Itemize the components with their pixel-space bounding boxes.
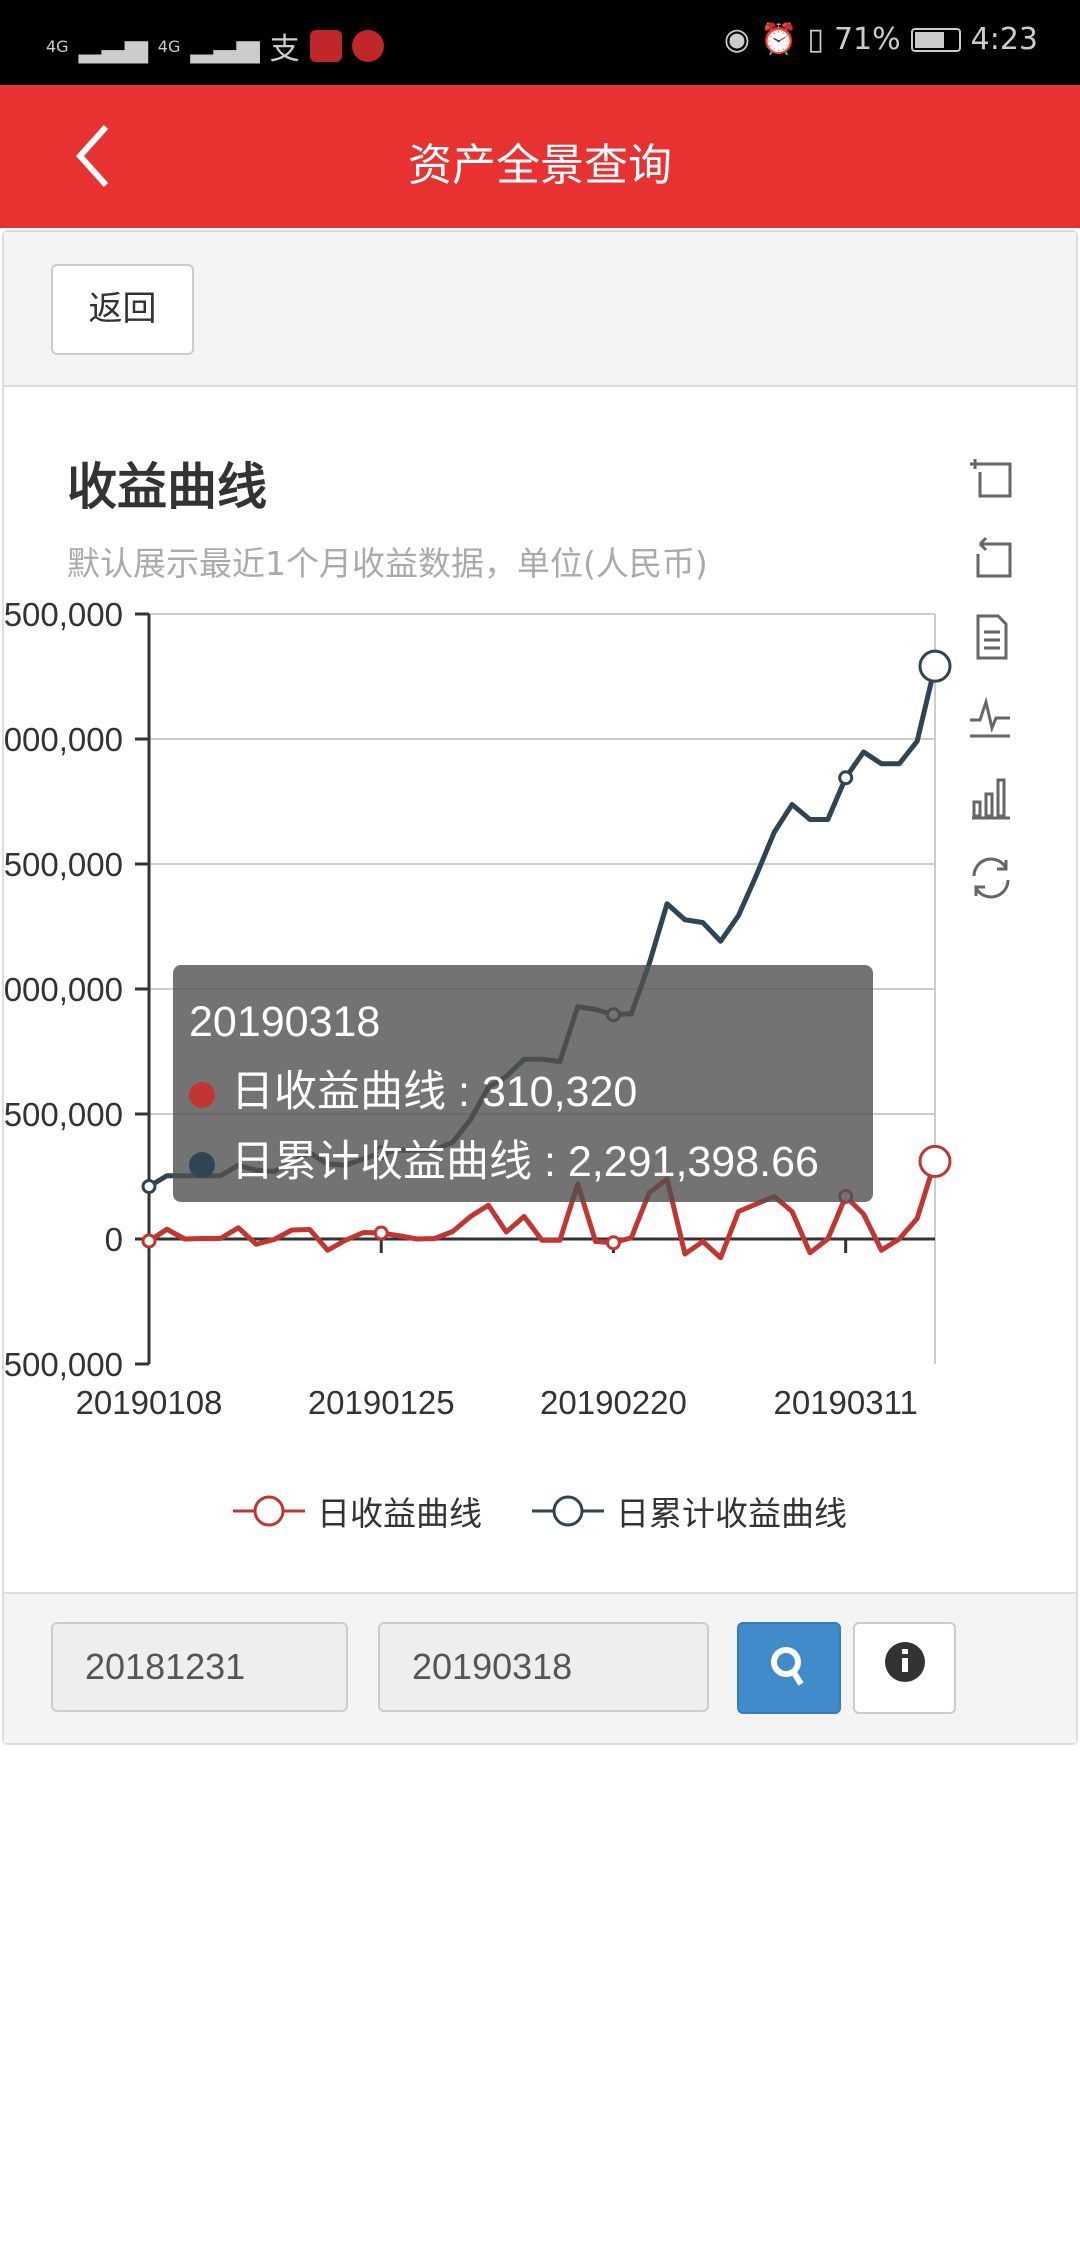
signal-icon: 4G [46, 36, 69, 56]
data-point [918, 1144, 952, 1178]
x-tick-label: 20190220 [540, 1384, 687, 1421]
y-tick-label: 1,000,000 [2, 971, 123, 1008]
data-point [373, 1225, 389, 1241]
bar-chart-icon[interactable] [966, 772, 1016, 852]
back-arrow-icon[interactable] [70, 121, 130, 191]
search-icon [771, 1647, 804, 1686]
battery-icon [910, 27, 961, 52]
chart-subtitle: 默认展示最近1个月收益数据，单位(人民币) [67, 544, 708, 583]
series-line-0 [147, 1160, 938, 1261]
status-bar: 4G ▂▃▅ 4G ▂▃▅ 支 ◉ ⏰ ▯ 71% 4:23 [0, 0, 1080, 85]
alarm-icon: ⏰ [760, 22, 798, 57]
app-notification-icon [351, 30, 384, 62]
signal-bars-icon: ▂▃▅ [190, 28, 260, 64]
top-toolbar: 返回 [4, 232, 1076, 387]
legend-label: 日累计收益曲线 [616, 1494, 847, 1533]
data-point [838, 770, 854, 786]
data-point [605, 1235, 621, 1251]
return-button[interactable]: 返回 [51, 264, 194, 355]
legend-label: 日收益曲线 [317, 1494, 482, 1533]
info-button[interactable] [853, 1622, 956, 1714]
y-tick-label: 500,000 [4, 1096, 123, 1133]
app-header: 资产全景查询 [0, 85, 1080, 228]
clock: 4:23 [970, 22, 1038, 57]
y-tick-label: 2,000,000 [2, 721, 123, 758]
legend-item-cumulative[interactable]: 日累计收益曲线 [532, 1487, 847, 1535]
legend-item-daily[interactable]: 日收益曲线 [233, 1487, 482, 1535]
series-dot-cumulative [189, 1151, 215, 1178]
data-view-icon[interactable] [966, 612, 1016, 692]
restore-icon[interactable] [966, 852, 1016, 932]
x-tick-label: 20190125 [308, 1384, 455, 1421]
signal-bars-icon: ▂▃▅ [78, 28, 148, 64]
data-point [141, 1179, 157, 1194]
line-chart-icon[interactable] [966, 692, 1016, 772]
data-point [141, 1233, 157, 1249]
asset-panel: 返回 收益曲线 默认展示最近1个月收益数据，单位(人民币) -500,000 0 5… [2, 230, 1078, 1745]
income-chart: -500,000 0 500,000 1,000,000 1,500,000 2,000,… [2, 596, 952, 1421]
y-tick-label: 0 [105, 1221, 123, 1258]
y-tick-label: -500,000 [2, 1346, 123, 1383]
tooltip-daily-value: 日收益曲线 : 310,320 [231, 1068, 638, 1116]
app-notification-icon [309, 30, 342, 62]
chart-legend: 日收益曲线 日累计收益曲线 [4, 1487, 1076, 1535]
x-tick-label: 20190311 [773, 1384, 917, 1421]
end-date-input[interactable]: 20190318 [378, 1622, 709, 1712]
chart-toolbox [966, 452, 1016, 932]
series-dot-daily [189, 1081, 215, 1108]
y-tick-label: 2,500,000 [2, 596, 123, 633]
zoom-icon[interactable] [966, 452, 1016, 532]
chart-title: 收益曲线 [67, 458, 267, 516]
alipay-icon: 支 [269, 32, 300, 67]
eye-comfort-icon: ◉ [723, 22, 751, 57]
battery-percent: 71% [833, 22, 901, 57]
x-tick-label: 20190108 [76, 1384, 223, 1421]
tooltip-row: 日累计收益曲线 : 2,291,398.66 [189, 1127, 857, 1197]
tooltip-date: 20190318 [189, 998, 381, 1046]
zoom-reset-icon[interactable] [966, 532, 1016, 612]
signal-icon-2: 4G [157, 36, 181, 56]
vibrate-icon: ▯ [807, 22, 824, 57]
start-date-input[interactable]: 20181231 [51, 1622, 348, 1712]
tooltip-cumulative-value: 日累计收益曲线 : 2,291,398.66 [231, 1138, 819, 1186]
search-button[interactable] [737, 1622, 841, 1714]
chart-tooltip: 20190318 日收益曲线 : 310,320 日累计收益曲线 : 2,291… [173, 965, 873, 1202]
y-tick-label: 1,500,000 [2, 846, 123, 883]
date-filter-bar: 20181231 20190318 [4, 1592, 1076, 1743]
tooltip-row: 日收益曲线 : 310,320 [189, 1057, 857, 1127]
info-icon [885, 1642, 925, 1682]
data-point [918, 649, 952, 683]
page-title: 资产全景查询 [408, 140, 672, 191]
